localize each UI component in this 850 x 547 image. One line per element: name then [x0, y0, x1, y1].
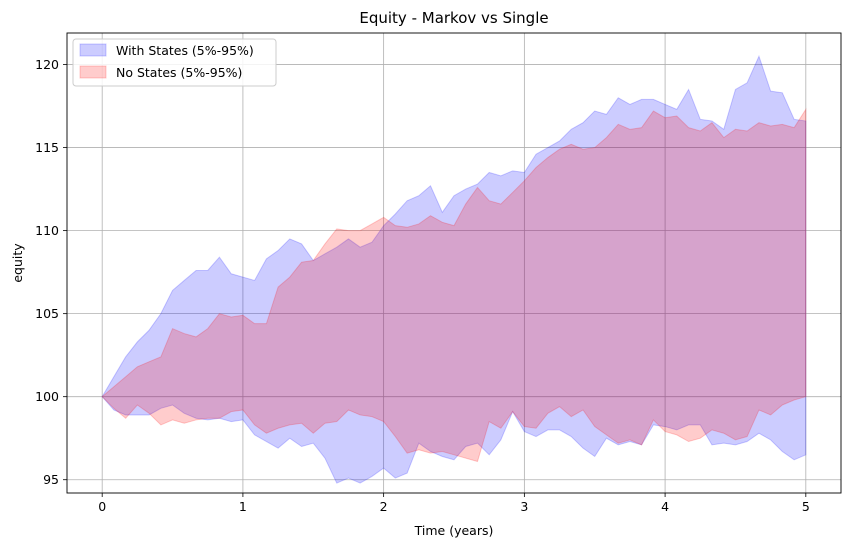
x-tick-label: 5: [802, 499, 810, 514]
y-tick-label: 100: [35, 389, 59, 404]
series-bands: [101, 54, 807, 484]
chart-title: Equity - Markov vs Single: [359, 9, 548, 27]
legend-label-no-states: No States (5%-95%): [116, 65, 242, 80]
x-tick-label: 1: [239, 499, 247, 514]
x-tick-label: 0: [98, 499, 106, 514]
y-tick-label: 120: [35, 57, 59, 72]
band-series-1: [101, 107, 807, 463]
legend-swatch-no-states: [79, 65, 107, 79]
y-tick-label: 105: [35, 306, 59, 321]
y-tick-label: 115: [35, 140, 59, 155]
x-tick-label: 4: [661, 499, 669, 514]
y-axis-label: equity: [10, 243, 25, 283]
x-axis-ticks: 0 1 2 3 4 5: [98, 493, 810, 514]
y-tick-label: 95: [43, 472, 59, 487]
y-tick-label: 110: [35, 223, 59, 238]
band-series-0: [101, 54, 807, 484]
legend-frame: [72, 38, 277, 87]
legend-swatch-with-states: [79, 43, 107, 57]
x-axis-label: Time (years): [414, 523, 494, 538]
y-axis-ticks: 95 100 105 110 115 120: [35, 57, 67, 487]
x-tick-label: 3: [520, 499, 528, 514]
x-tick-label: 2: [380, 499, 388, 514]
grid-lines: [67, 33, 841, 493]
legend: With States (5%-95%) No States (5%-95%): [72, 38, 277, 87]
legend-label-with-states: With States (5%-95%): [116, 43, 254, 58]
axes-frame: [66, 32, 842, 494]
